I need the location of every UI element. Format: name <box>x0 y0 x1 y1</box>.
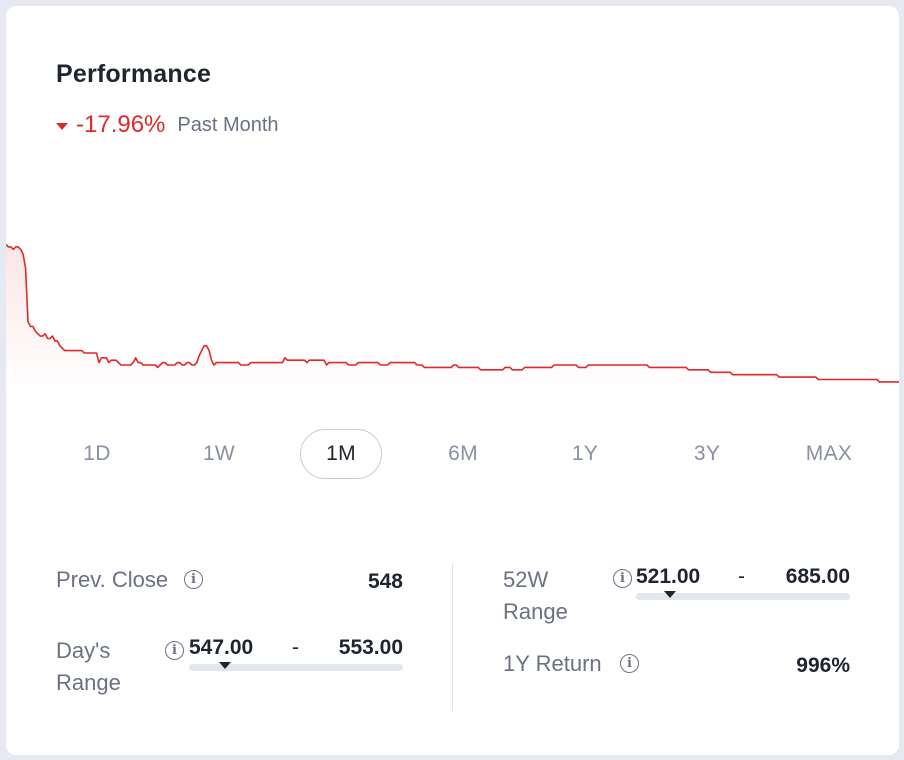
tab-label: 3Y <box>693 442 721 465</box>
tab-label: 1W <box>202 442 236 465</box>
info-icon[interactable]: i <box>165 641 184 660</box>
tab-6m[interactable]: 6M <box>422 429 504 479</box>
days-range-label-line2: Range <box>56 670 121 695</box>
performance-title: Performance <box>56 60 212 88</box>
one-year-return-value: 996% <box>796 654 850 677</box>
days-range-marker <box>219 662 232 669</box>
tab-label: MAX <box>805 442 853 465</box>
week52-range-high: 685.00 <box>785 565 850 588</box>
info-icon[interactable]: i <box>613 569 632 588</box>
chart-series-line <box>6 243 899 383</box>
tab-label: 6M <box>448 442 478 465</box>
tab-1w[interactable]: 1W <box>178 429 260 479</box>
tab-label: 1Y <box>571 442 599 465</box>
days-range-dash: - <box>292 636 299 659</box>
prev-close-value: 548 <box>367 570 403 593</box>
performance-card: Performance -17.96% Past Month 1D 1W 1M … <box>6 6 899 755</box>
tab-label: 1D <box>83 442 111 465</box>
week52-range-label-line2: Range <box>503 599 568 624</box>
change-percent: -17.96% <box>76 111 166 138</box>
change-period: Past Month <box>177 113 279 136</box>
week52-range-dash: - <box>738 565 745 588</box>
stats-divider <box>452 563 453 711</box>
chart-area-fill <box>6 244 899 391</box>
performance-chart <box>6 243 899 391</box>
week52-range-track <box>636 593 850 600</box>
days-range-high: 553.00 <box>338 636 403 659</box>
timeframe-tabs: 1D 1W 1M 6M 1Y 3Y MAX <box>36 429 889 481</box>
week52-range-marker <box>664 591 677 598</box>
days-range-low: 547.00 <box>189 636 254 659</box>
one-year-return-label: 1Y Return <box>503 651 602 676</box>
caret-down-icon <box>56 122 68 130</box>
week52-range-label-line1: 52W <box>503 567 549 592</box>
prev-close-label: Prev. Close <box>56 567 169 592</box>
performance-change: -17.96% Past Month <box>56 110 279 140</box>
tab-max[interactable]: MAX <box>788 429 870 479</box>
info-icon[interactable]: i <box>620 654 639 673</box>
info-icon[interactable]: i <box>184 570 203 589</box>
days-range-track <box>189 664 403 671</box>
week52-range-low: 521.00 <box>636 565 701 588</box>
tab-1m[interactable]: 1M <box>300 429 382 479</box>
tab-1y[interactable]: 1Y <box>544 429 626 479</box>
tab-3y[interactable]: 3Y <box>666 429 748 479</box>
days-range-label-line1: Day's <box>56 638 111 663</box>
tab-1d[interactable]: 1D <box>56 429 138 479</box>
tab-label: 1M <box>326 442 356 465</box>
